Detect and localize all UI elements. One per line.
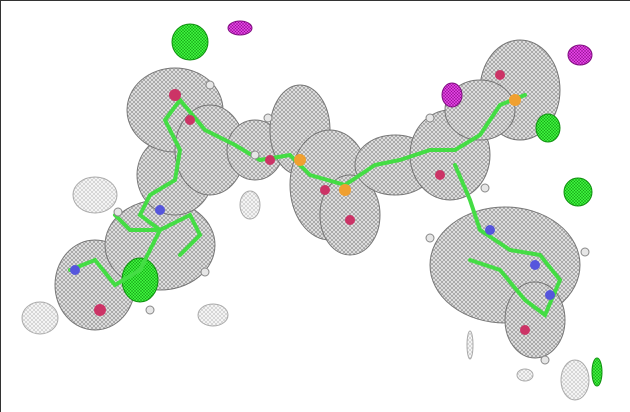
green-density [121,23,603,387]
atoms [70,70,555,335]
bonds [68,93,563,319]
magenta-density [227,20,593,108]
hydrogens [113,80,590,365]
mesh-fragments [21,176,590,401]
